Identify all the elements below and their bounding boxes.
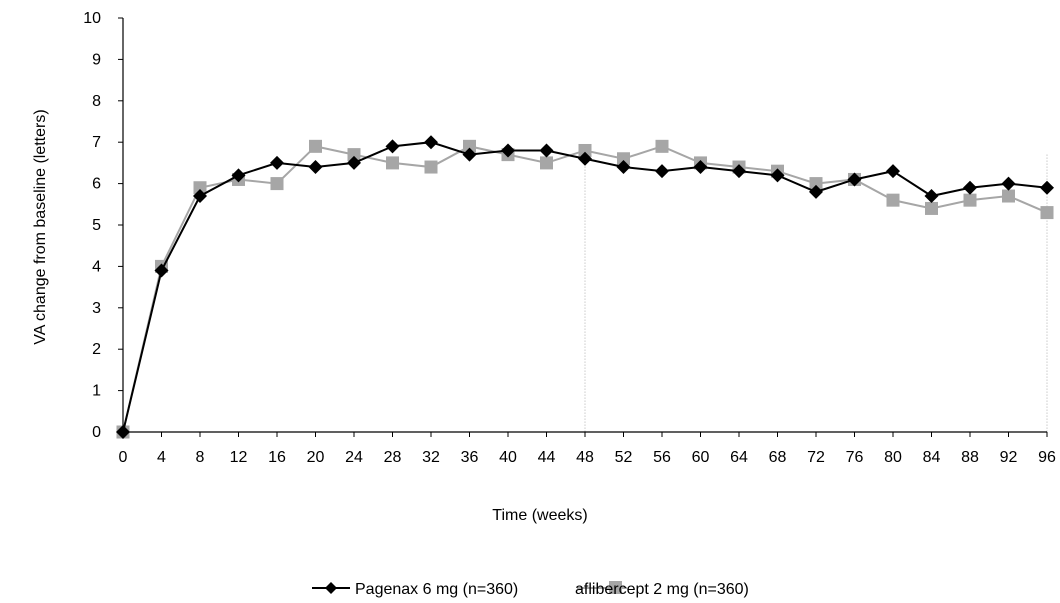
data-point-aflibercept bbox=[347, 148, 361, 162]
data-point-aflibercept bbox=[617, 152, 630, 166]
data-point-pagenax bbox=[347, 155, 361, 170]
x-tick-label: 36 bbox=[461, 449, 479, 466]
x-tick-label: 76 bbox=[846, 449, 864, 466]
x-tick-label: 44 bbox=[538, 449, 556, 466]
data-point-pagenax bbox=[424, 135, 438, 150]
data-point-pagenax bbox=[385, 139, 400, 154]
x-tick-label: 48 bbox=[576, 449, 594, 466]
data-point-aflibercept bbox=[386, 156, 399, 170]
y-axis-ticks: 0 1 2 3 4 5 6 7 8 9 10 bbox=[83, 10, 123, 441]
data-point-pagenax bbox=[809, 184, 823, 199]
legend-item-pagenax: Pagenax 6 mg (n=360) bbox=[312, 581, 518, 598]
series-pagenax bbox=[116, 135, 1054, 439]
y-tick-label: 2 bbox=[92, 341, 101, 358]
x-tick-label: 20 bbox=[307, 449, 325, 466]
data-point-pagenax bbox=[655, 164, 669, 179]
data-point-pagenax bbox=[308, 160, 323, 175]
y-tick-label: 8 bbox=[92, 93, 101, 110]
data-point-aflibercept bbox=[1002, 189, 1015, 203]
data-point-pagenax bbox=[616, 160, 631, 175]
data-point-pagenax bbox=[770, 168, 785, 183]
x-tick-label: 24 bbox=[345, 449, 363, 466]
data-point-aflibercept bbox=[193, 181, 207, 195]
x-tick-label: 0 bbox=[119, 449, 128, 466]
data-point-aflibercept bbox=[963, 193, 977, 207]
x-tick-label: 12 bbox=[230, 449, 248, 466]
legend: Pagenax 6 mg (n=360) aflibercept 2 mg (n… bbox=[312, 581, 749, 598]
data-point-pagenax bbox=[539, 143, 554, 158]
x-axis-ticks: 0 4 8 12 16 20 24 28 32 36 40 44 48 52 56 60 64 68 72 76 80 8… bbox=[119, 432, 1056, 466]
data-point-aflibercept bbox=[886, 193, 900, 207]
x-tick-label: 68 bbox=[769, 449, 787, 466]
legend-label-pagenax: Pagenax 6 mg (n=360) bbox=[355, 581, 518, 598]
data-point-pagenax bbox=[732, 164, 746, 179]
x-tick-label: 52 bbox=[615, 449, 633, 466]
x-tick-label: 96 bbox=[1038, 449, 1056, 466]
x-axis-title: Time (weeks) bbox=[492, 507, 587, 524]
x-tick-label: 64 bbox=[730, 449, 748, 466]
data-point-pagenax bbox=[578, 151, 592, 166]
data-point-aflibercept bbox=[1040, 206, 1054, 220]
x-tick-label: 60 bbox=[692, 449, 710, 466]
y-tick-label: 10 bbox=[83, 10, 101, 27]
chart-axes bbox=[122, 18, 1047, 433]
x-tick-label: 40 bbox=[499, 449, 517, 466]
data-point-pagenax bbox=[886, 164, 900, 179]
data-point-aflibercept bbox=[925, 201, 938, 215]
x-tick-label: 8 bbox=[196, 449, 205, 466]
data-point-pagenax bbox=[193, 189, 207, 204]
x-tick-label: 16 bbox=[268, 449, 286, 466]
x-tick-label: 72 bbox=[807, 449, 825, 466]
data-point-aflibercept bbox=[270, 177, 284, 191]
y-tick-label: 0 bbox=[92, 424, 101, 441]
data-point-aflibercept bbox=[540, 156, 553, 170]
y-axis-title: VA change from baseline (letters) bbox=[32, 109, 49, 344]
x-tick-label: 88 bbox=[961, 449, 979, 466]
data-point-pagenax bbox=[1001, 176, 1016, 191]
data-point-pagenax bbox=[116, 425, 130, 439]
data-point-pagenax bbox=[154, 263, 169, 278]
data-point-pagenax bbox=[847, 172, 862, 187]
x-tick-label: 4 bbox=[157, 449, 166, 466]
data-point-aflibercept bbox=[655, 139, 669, 153]
reference-lines bbox=[584, 154, 1048, 432]
x-tick-label: 92 bbox=[1000, 449, 1018, 466]
legend-marker-diamond bbox=[325, 582, 337, 594]
data-point-aflibercept bbox=[424, 160, 438, 174]
x-tick-label: 56 bbox=[653, 449, 671, 466]
data-point-aflibercept bbox=[463, 139, 476, 153]
y-tick-label: 1 bbox=[92, 383, 101, 400]
data-point-aflibercept bbox=[578, 143, 592, 157]
data-point-aflibercept bbox=[809, 177, 823, 191]
data-point-pagenax bbox=[501, 143, 515, 158]
data-point-pagenax bbox=[963, 180, 977, 195]
y-tick-label: 9 bbox=[92, 51, 101, 68]
y-tick-label: 6 bbox=[92, 176, 101, 193]
y-tick-label: 7 bbox=[92, 134, 101, 151]
y-tick-label: 3 bbox=[92, 300, 101, 317]
data-point-aflibercept bbox=[309, 139, 322, 153]
data-point-pagenax bbox=[231, 168, 246, 183]
x-tick-label: 28 bbox=[384, 449, 402, 466]
x-tick-label: 84 bbox=[923, 449, 941, 466]
y-tick-label: 4 bbox=[92, 258, 101, 275]
data-point-pagenax bbox=[1040, 180, 1054, 195]
legend-label-aflibercept: aflibercept 2 mg (n=360) bbox=[575, 581, 749, 598]
data-point-pagenax bbox=[270, 155, 284, 170]
y-tick-label: 5 bbox=[92, 217, 101, 234]
data-point-pagenax bbox=[924, 189, 939, 204]
legend-item-aflibercept: aflibercept 2 mg (n=360) bbox=[575, 581, 749, 598]
data-point-pagenax bbox=[693, 160, 708, 175]
legend-marker-square bbox=[609, 581, 622, 594]
data-point-pagenax bbox=[462, 147, 477, 162]
series-layer bbox=[116, 135, 1054, 439]
x-tick-label: 80 bbox=[884, 449, 902, 466]
x-tick-label: 32 bbox=[422, 449, 440, 466]
